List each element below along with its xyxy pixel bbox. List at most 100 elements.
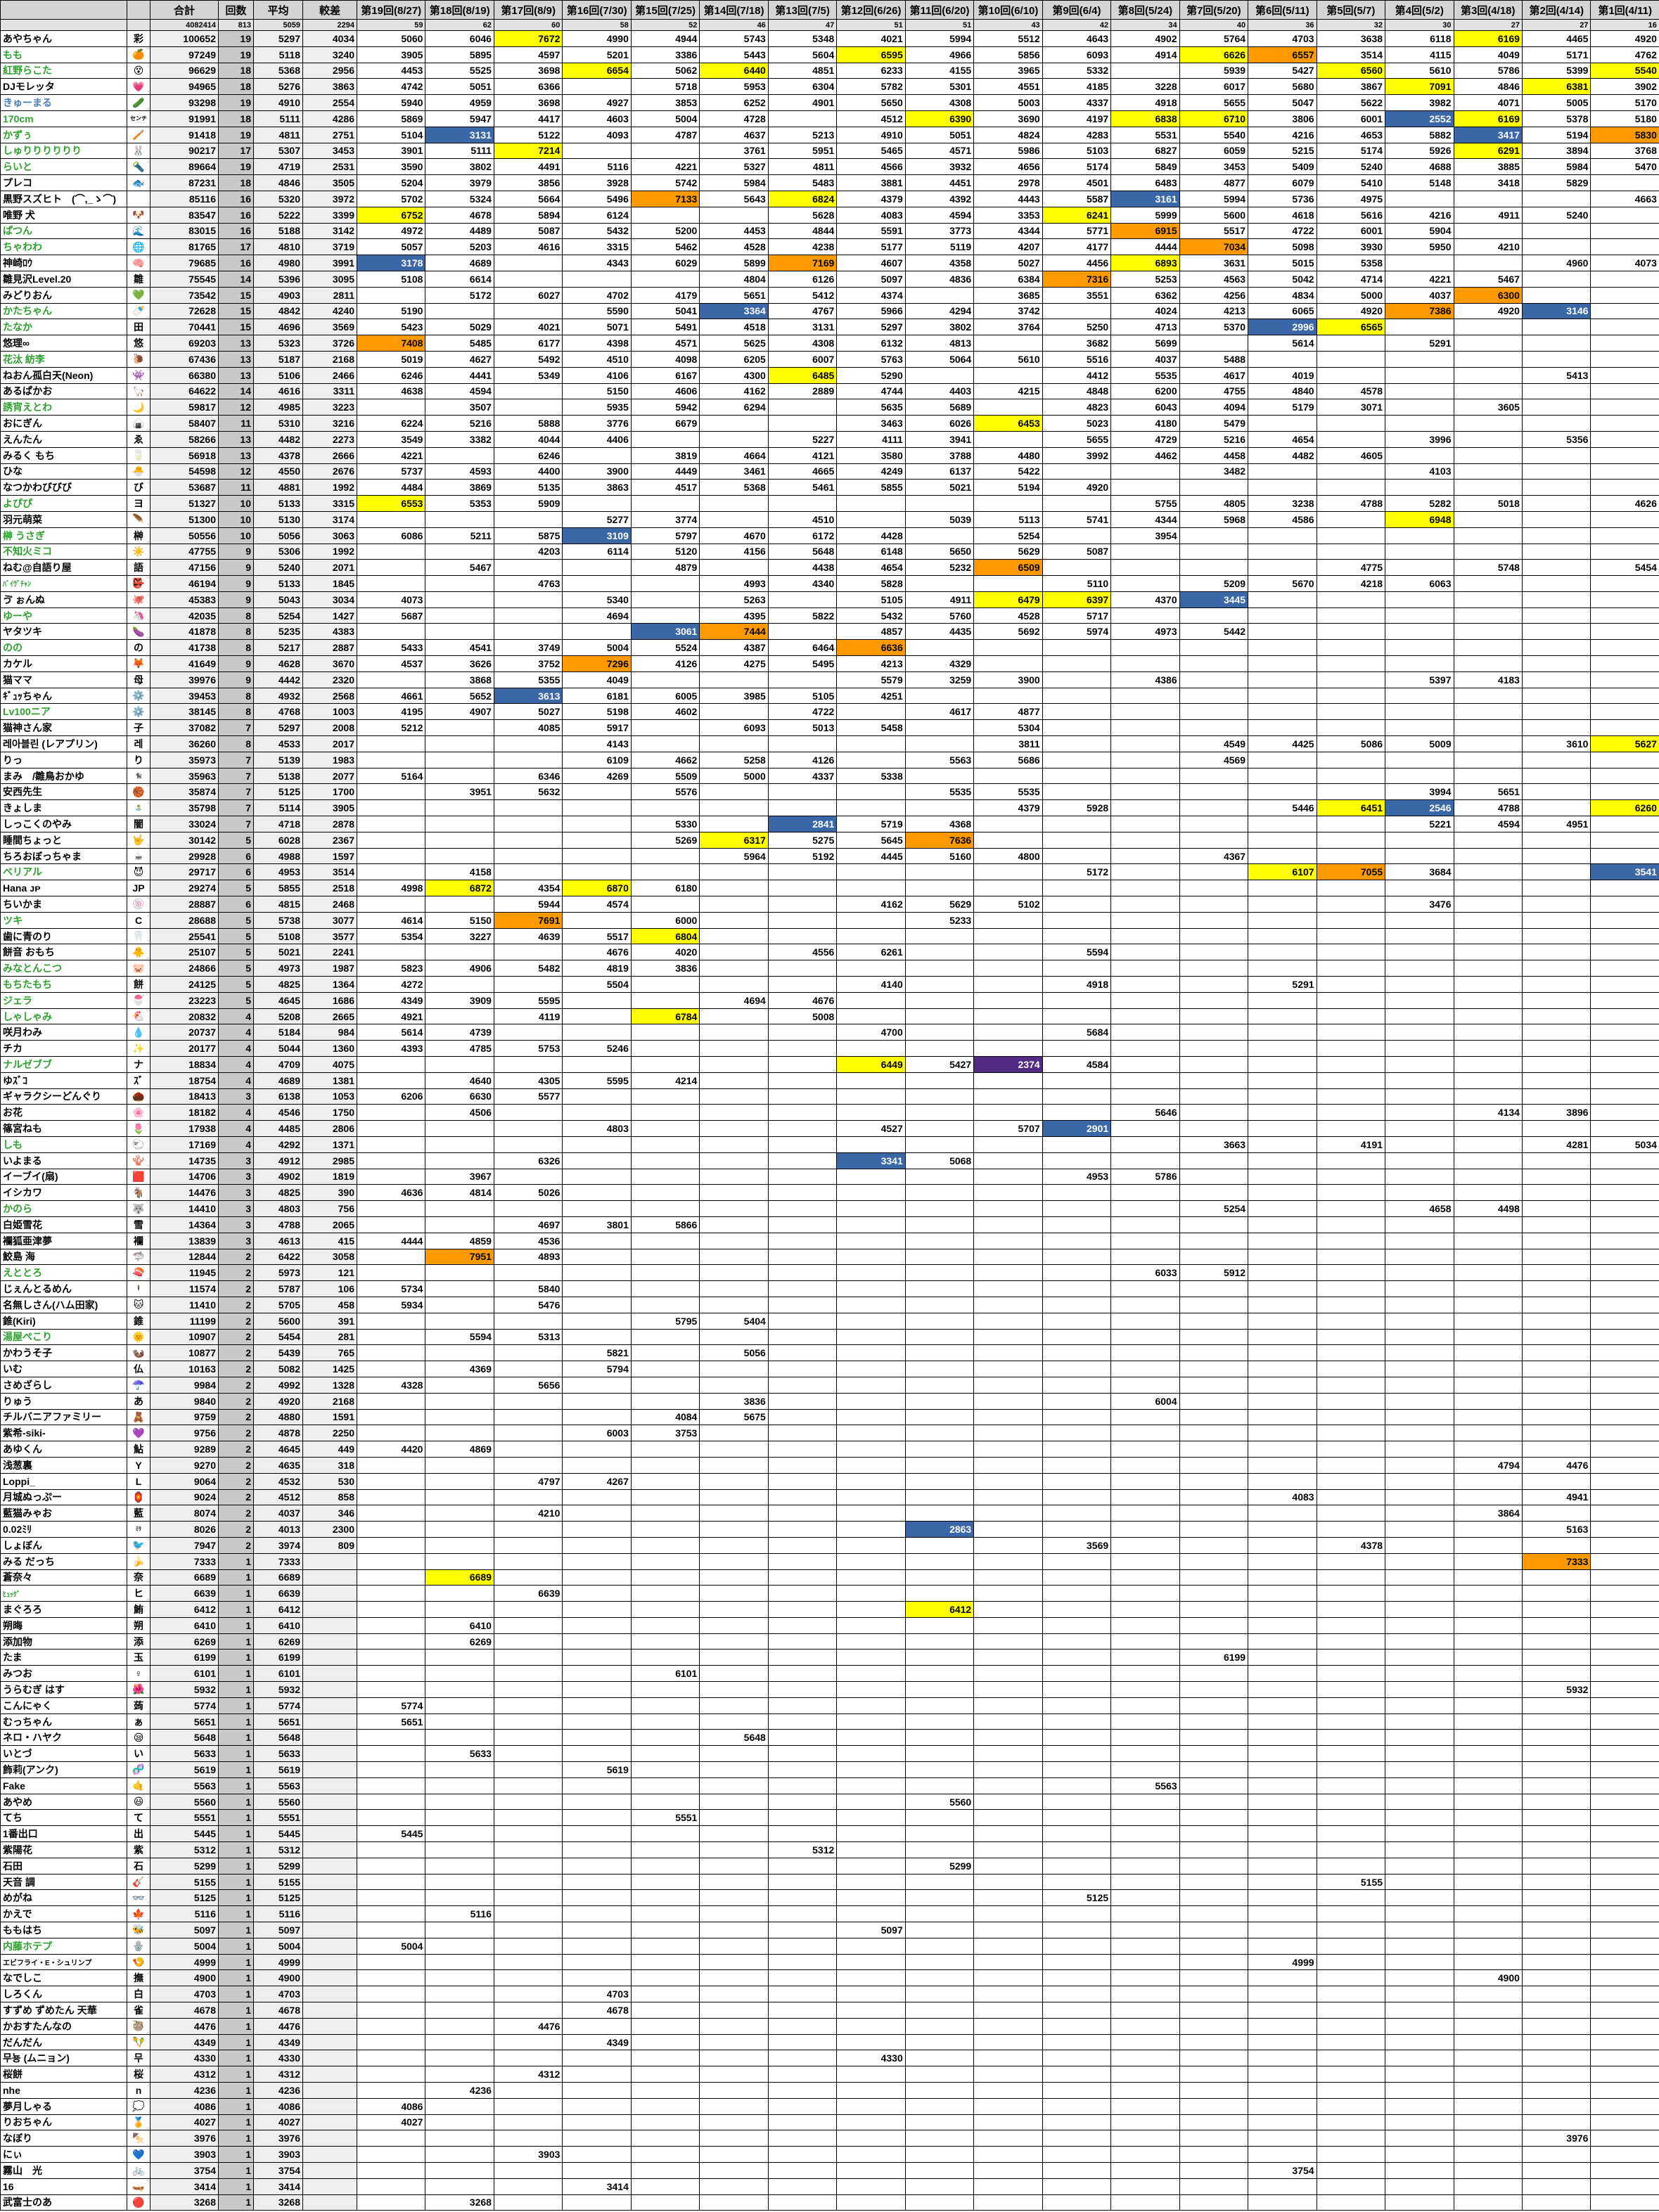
score-cell-round-13[interactable] <box>767 1200 838 1217</box>
score-cell-round-18[interactable] <box>425 1793 494 1811</box>
score-cell-round-18[interactable] <box>425 1889 494 1907</box>
score-cell-round-15[interactable] <box>630 2017 700 2035</box>
score-cell-round-11[interactable] <box>904 1104 975 1121</box>
diff-cell[interactable]: 2065 <box>302 1216 357 1233</box>
score-cell-round-4[interactable] <box>1385 2066 1454 2083</box>
avg-cell[interactable]: 4013 <box>253 1521 303 1538</box>
score-cell-round-1[interactable] <box>1590 1986 1659 2003</box>
score-cell-round-18[interactable] <box>425 1456 494 1474</box>
score-cell-round-14[interactable] <box>699 927 769 945</box>
score-cell-round-9[interactable] <box>1042 1873 1112 1891</box>
score-cell-round-6[interactable] <box>1248 2066 1317 2083</box>
player-name-cell[interactable]: 歯に青のり <box>0 927 127 945</box>
score-cell-round-11[interactable] <box>904 1681 975 1698</box>
diff-cell[interactable]: 2008 <box>302 719 357 737</box>
score-cell-round-11[interactable] <box>904 2178 975 2195</box>
total-cell[interactable]: 5445 <box>150 1825 219 1843</box>
score-cell-round-8[interactable] <box>1110 1488 1180 1506</box>
score-cell-round-10[interactable]: 4877 <box>973 703 1043 721</box>
score-cell-round-2[interactable] <box>1521 1986 1591 2003</box>
diff-cell[interactable]: 756 <box>302 1200 357 1217</box>
score-cell-round-19[interactable] <box>356 2130 426 2147</box>
score-cell-round-8[interactable] <box>1110 960 1180 977</box>
score-cell-round-11[interactable]: 4368 <box>904 816 975 832</box>
score-cell-round-15[interactable]: 6029 <box>630 255 700 271</box>
score-cell-round-15[interactable]: 6000 <box>630 911 700 929</box>
count-cell[interactable]: 1 <box>218 1633 254 1650</box>
score-cell-round-11[interactable] <box>904 1488 975 1506</box>
score-cell-round-3[interactable]: 3885 <box>1453 158 1523 176</box>
total-cell[interactable]: 4900 <box>150 1969 219 1987</box>
score-cell-round-6[interactable] <box>1248 1616 1317 1634</box>
score-cell-round-13[interactable] <box>767 2194 838 2211</box>
score-cell-round-5[interactable] <box>1316 960 1386 977</box>
score-cell-round-11[interactable]: 5629 <box>904 896 975 913</box>
score-cell-round-6[interactable] <box>1248 1937 1317 1955</box>
score-cell-round-11[interactable]: 5039 <box>904 510 975 528</box>
total-cell[interactable]: 18182 <box>150 1104 219 1121</box>
score-cell-round-19[interactable] <box>356 2146 426 2163</box>
score-cell-round-14[interactable] <box>699 1361 769 1377</box>
score-cell-round-17[interactable] <box>493 944 563 961</box>
player-name-cell[interactable]: あゆくん <box>0 1441 127 1458</box>
score-cell-round-16[interactable]: 5590 <box>562 302 632 320</box>
score-cell-round-1[interactable]: 4762 <box>1590 46 1659 63</box>
score-cell-round-1[interactable] <box>1590 991 1659 1009</box>
score-cell-round-12[interactable] <box>836 1986 906 2003</box>
score-cell-round-12[interactable]: 5650 <box>836 94 906 111</box>
score-cell-round-8[interactable]: 4462 <box>1110 446 1180 464</box>
score-cell-round-18[interactable]: 4489 <box>425 222 494 240</box>
score-cell-round-13[interactable]: 5275 <box>767 831 838 849</box>
score-cell-round-6[interactable] <box>1248 1280 1317 1297</box>
player-name-cell[interactable]: 天音 調 <box>0 1873 127 1891</box>
score-cell-round-1[interactable] <box>1590 767 1659 785</box>
player-name-cell[interactable]: 唯野 犬 <box>0 206 127 224</box>
diff-cell[interactable]: 2250 <box>302 1425 357 1442</box>
score-cell-round-19[interactable] <box>356 575 426 592</box>
score-cell-round-13[interactable]: 6824 <box>767 190 838 207</box>
score-cell-round-19[interactable] <box>356 751 426 769</box>
score-cell-round-15[interactable] <box>630 1986 700 2003</box>
score-cell-round-8[interactable] <box>1110 831 1180 849</box>
score-cell-round-17[interactable]: 4085 <box>493 719 563 737</box>
score-cell-round-3[interactable] <box>1453 222 1523 240</box>
score-cell-round-17[interactable] <box>493 1697 563 1714</box>
score-cell-round-19[interactable] <box>356 1104 426 1121</box>
score-cell-round-3[interactable] <box>1453 1008 1523 1025</box>
score-cell-round-16[interactable]: 5150 <box>562 382 632 400</box>
score-cell-round-2[interactable] <box>1521 1040 1591 1057</box>
total-cell[interactable]: 8026 <box>150 1521 219 1538</box>
score-cell-round-15[interactable] <box>630 1040 700 1057</box>
score-cell-round-10[interactable] <box>973 1312 1043 1330</box>
count-cell[interactable]: 15 <box>218 319 254 336</box>
score-cell-round-19[interactable]: 7408 <box>356 335 426 352</box>
score-cell-round-11[interactable]: 3773 <box>904 222 975 240</box>
score-cell-round-18[interactable] <box>425 1777 494 1794</box>
count-cell[interactable]: 2 <box>218 1425 254 1442</box>
score-cell-round-3[interactable] <box>1453 1376 1523 1394</box>
score-cell-round-4[interactable] <box>1385 1361 1454 1377</box>
score-cell-round-1[interactable] <box>1590 1008 1659 1025</box>
score-cell-round-12[interactable] <box>836 1697 906 1714</box>
score-cell-round-8[interactable]: 4370 <box>1110 591 1180 608</box>
score-cell-round-6[interactable] <box>1248 1713 1317 1730</box>
round-column-header-13[interactable]: 第13回(7/5) <box>767 0 838 20</box>
score-cell-round-3[interactable] <box>1453 2146 1523 2163</box>
score-cell-round-17[interactable]: 7672 <box>493 30 563 47</box>
score-cell-round-4[interactable]: 5926 <box>1385 142 1454 160</box>
score-cell-round-5[interactable]: 6560 <box>1316 62 1386 79</box>
score-cell-round-18[interactable] <box>425 1136 494 1153</box>
score-cell-round-4[interactable] <box>1385 1969 1454 1987</box>
score-cell-round-16[interactable]: 5917 <box>562 719 632 737</box>
score-cell-round-1[interactable] <box>1590 415 1659 432</box>
score-cell-round-15[interactable] <box>630 1616 700 1634</box>
score-cell-round-16[interactable]: 5794 <box>562 1361 632 1377</box>
score-cell-round-15[interactable] <box>630 1857 700 1875</box>
score-cell-round-5[interactable]: 5622 <box>1316 94 1386 111</box>
score-cell-round-1[interactable] <box>1590 1056 1659 1073</box>
score-cell-round-4[interactable]: 5221 <box>1385 816 1454 832</box>
score-cell-round-7[interactable] <box>1179 479 1249 496</box>
score-cell-round-3[interactable]: 4911 <box>1453 206 1523 224</box>
score-cell-round-15[interactable] <box>630 1296 700 1313</box>
diff-cell[interactable] <box>302 1825 357 1843</box>
